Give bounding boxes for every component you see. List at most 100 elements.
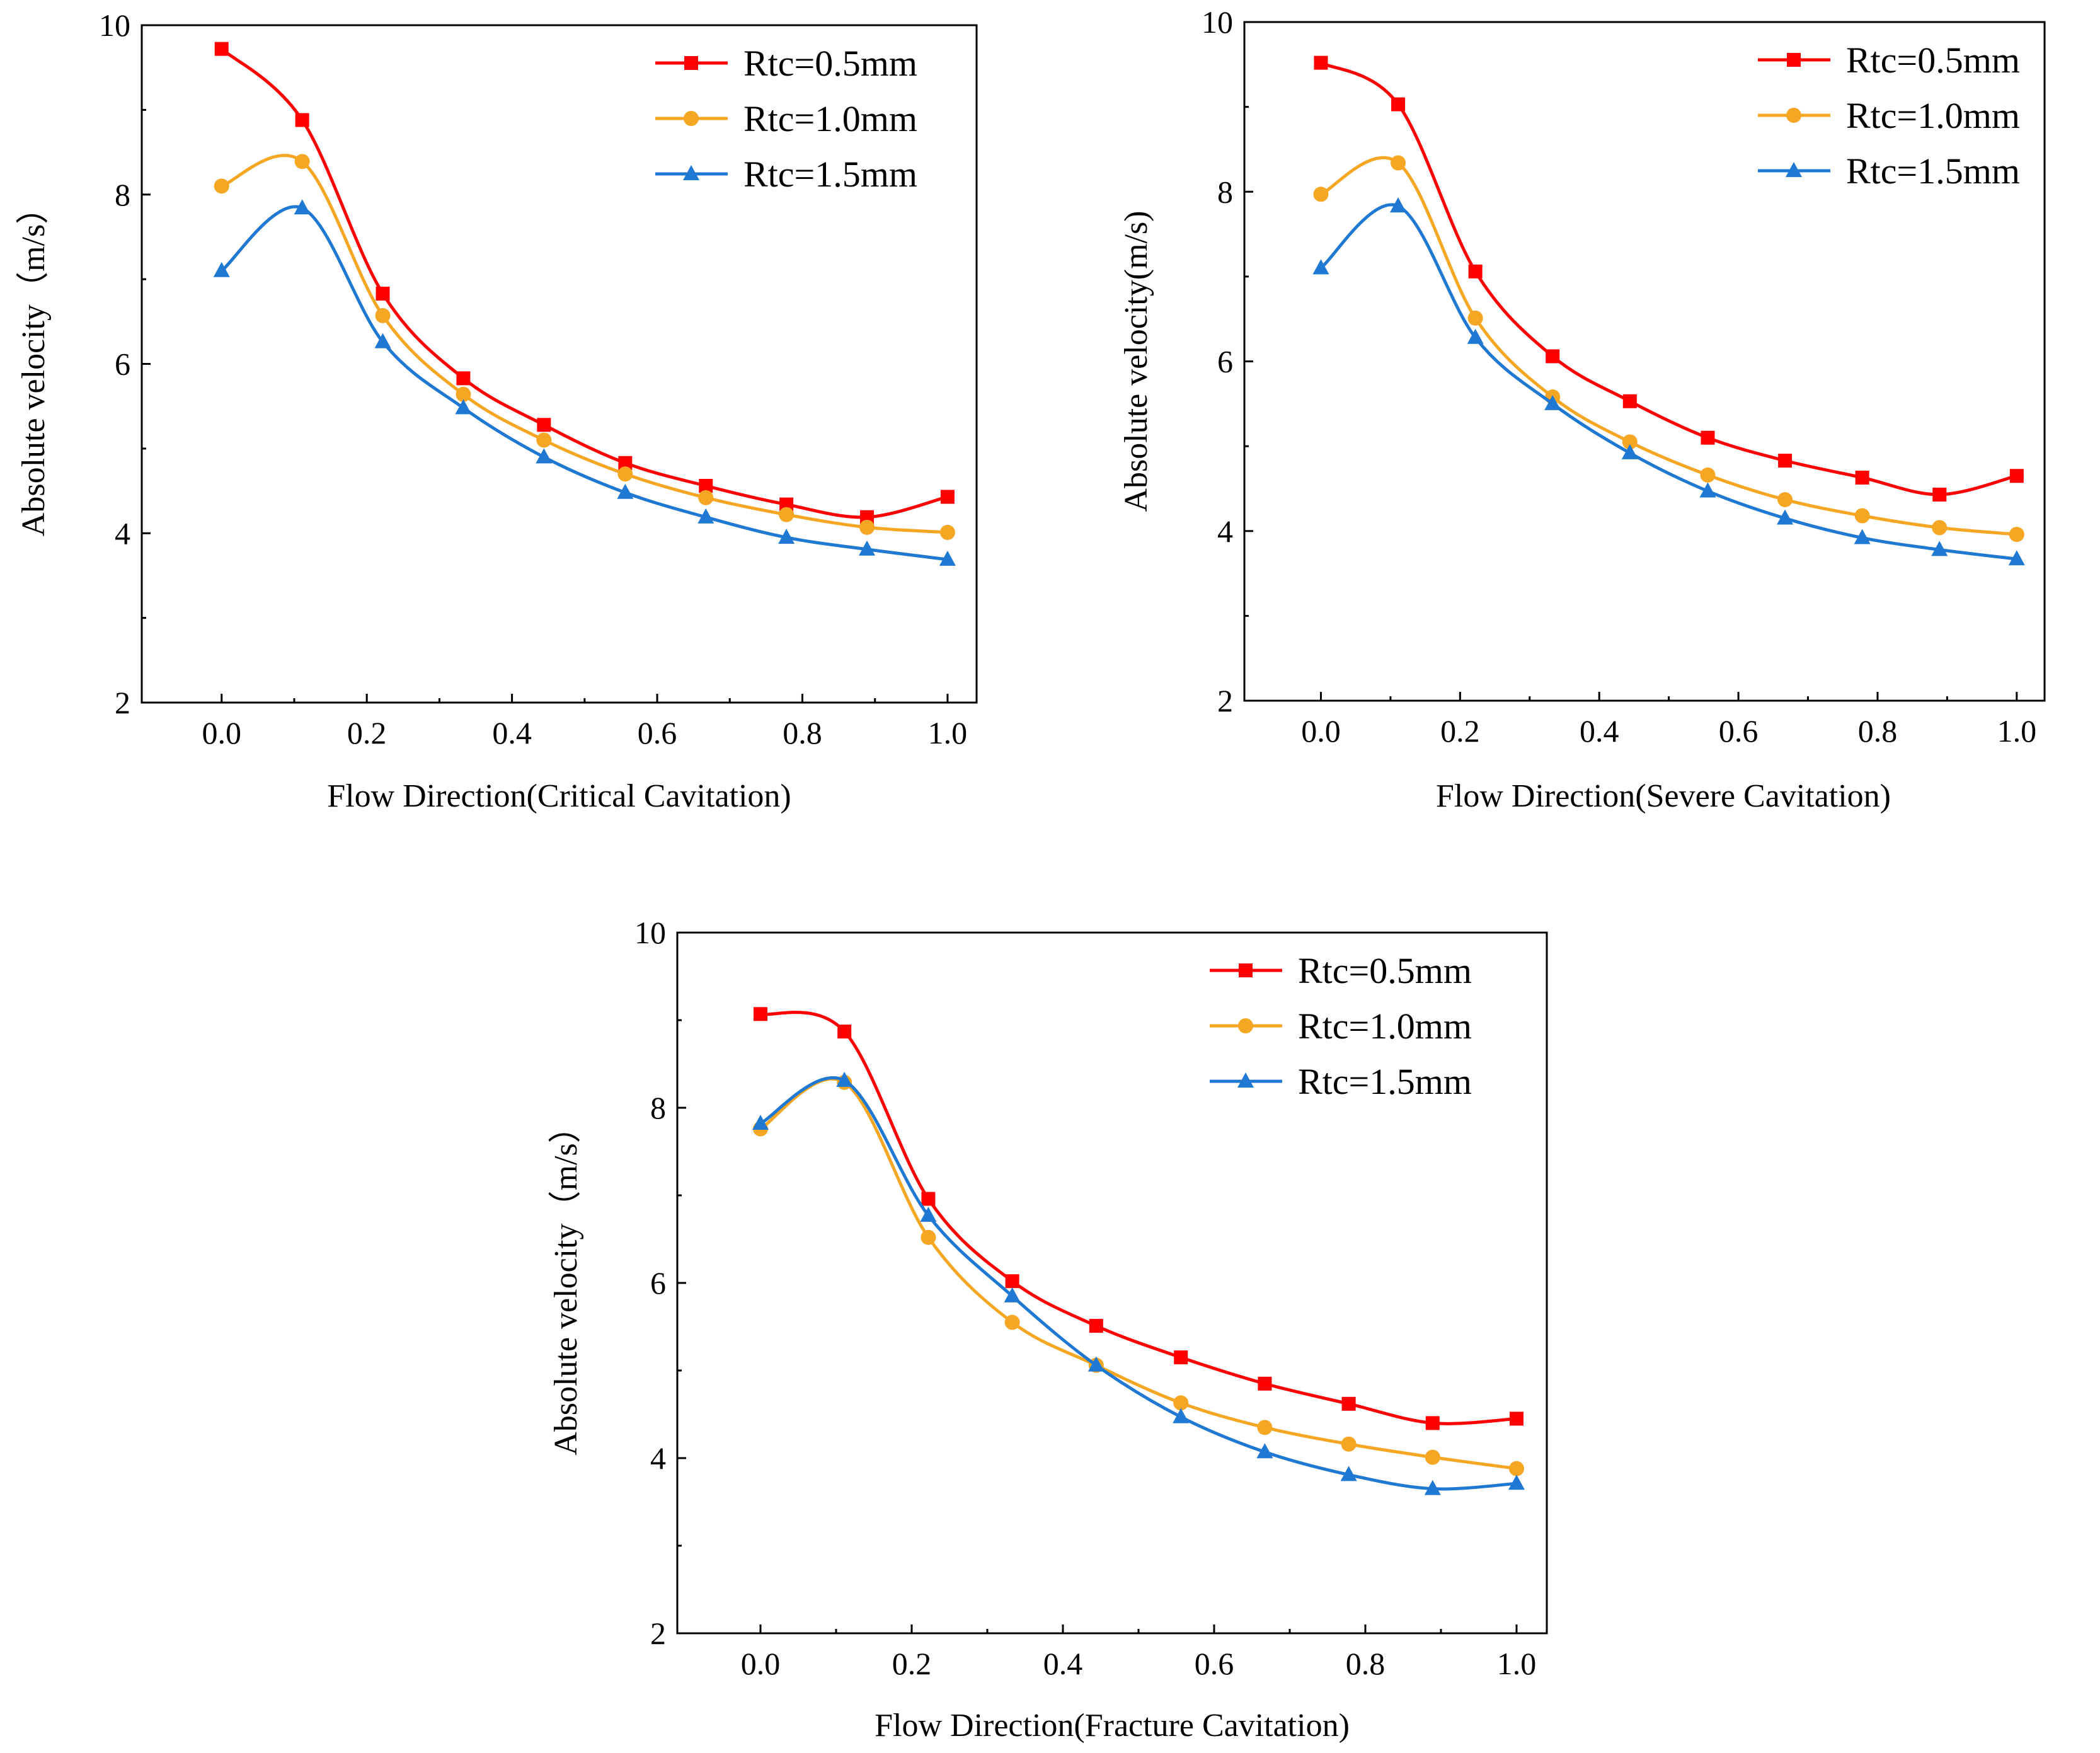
x-tick-label: 0.4 bbox=[1043, 1646, 1083, 1681]
legend-label: Rtc=1.5mm bbox=[1846, 151, 2020, 192]
x-tick-label: 0.4 bbox=[492, 715, 532, 750]
data-point bbox=[2008, 550, 2025, 566]
legend-marker bbox=[1787, 53, 1801, 67]
legend-label: Rtc=1.5mm bbox=[1298, 1061, 1472, 1102]
data-point bbox=[536, 448, 553, 464]
data-point bbox=[1622, 394, 1637, 408]
legend-label: Rtc=0.5mm bbox=[1298, 950, 1472, 991]
legend: Rtc=0.5mm Rtc=1.0mm Rtc=1.5mm bbox=[1758, 40, 2020, 192]
data-point bbox=[1004, 1287, 1021, 1302]
y-tick-label: 10 bbox=[634, 915, 666, 950]
x-tick-label: 0.4 bbox=[1580, 713, 1619, 749]
y-tick-label: 4 bbox=[115, 515, 130, 551]
legend-label: Rtc=0.5mm bbox=[743, 43, 917, 84]
data-point bbox=[294, 154, 310, 170]
series-Rtc=1.5mm bbox=[1312, 197, 2025, 566]
data-point bbox=[374, 333, 391, 348]
data-point bbox=[699, 479, 713, 493]
data-point bbox=[1546, 349, 1560, 364]
data-point bbox=[1932, 520, 1948, 536]
x-tick-label: 0.2 bbox=[892, 1646, 932, 1681]
y-tick-label: 4 bbox=[1217, 514, 1233, 549]
series-line bbox=[1319, 203, 2017, 561]
data-point bbox=[1778, 454, 1793, 468]
y-tick-label: 6 bbox=[1217, 344, 1233, 379]
legend-label: Rtc=1.0mm bbox=[1298, 1006, 1472, 1047]
legend-marker bbox=[1786, 108, 1801, 123]
y-tick-label: 8 bbox=[1217, 174, 1233, 209]
data-point bbox=[1173, 1408, 1190, 1423]
data-point bbox=[1544, 394, 1561, 410]
data-point bbox=[1256, 1443, 1273, 1459]
data-point bbox=[1699, 482, 1716, 498]
data-point bbox=[939, 550, 956, 566]
data-point bbox=[1314, 55, 1328, 70]
series-line bbox=[221, 205, 948, 561]
x-tick-label: 0.8 bbox=[1346, 1646, 1386, 1681]
data-point bbox=[859, 519, 875, 535]
data-point bbox=[1467, 310, 1483, 326]
data-point bbox=[921, 1192, 936, 1206]
chart-critical-cavitation: 0.0 0.2 0.4 0.6 0.8 1.0 2 4 6 8 10 Flow Direction(… bbox=[16, 8, 978, 814]
data-point bbox=[1777, 491, 1793, 507]
data-point bbox=[778, 528, 795, 544]
data-point bbox=[698, 490, 714, 505]
series-Rtc=1.5mm bbox=[213, 199, 956, 566]
data-point bbox=[1425, 1449, 1440, 1465]
data-point bbox=[1621, 444, 1638, 459]
data-point bbox=[2009, 469, 2024, 483]
legend-label: Rtc=1.5mm bbox=[743, 154, 917, 195]
data-point bbox=[1510, 1411, 1523, 1426]
data-point bbox=[1508, 1474, 1525, 1490]
data-point bbox=[214, 178, 229, 194]
data-point bbox=[1005, 1274, 1019, 1289]
data-point bbox=[1313, 187, 1329, 202]
data-point bbox=[920, 1206, 937, 1222]
series-line bbox=[1320, 61, 2017, 497]
y-axis-label: Absolute velocity（m/s） bbox=[548, 1110, 584, 1455]
data-point bbox=[1777, 509, 1794, 525]
series-line bbox=[1320, 156, 2017, 536]
y-tick-label: 8 bbox=[115, 177, 130, 212]
series-line bbox=[760, 1011, 1517, 1425]
series-Rtc=1.0mm bbox=[1313, 155, 2024, 543]
x-tick-label: 1.0 bbox=[928, 715, 968, 750]
y-tick-label: 2 bbox=[1217, 683, 1233, 718]
x-tick-label: 0.6 bbox=[638, 715, 677, 750]
data-point bbox=[456, 386, 471, 402]
data-point bbox=[1340, 1466, 1357, 1481]
data-point bbox=[1341, 1436, 1357, 1452]
data-point bbox=[1701, 430, 1715, 445]
data-point bbox=[2009, 527, 2024, 543]
series-Rtc=0.5mm bbox=[754, 1007, 1523, 1430]
chart-severe-cavitation: 0.0 0.2 0.4 0.6 0.8 1.0 2 4 6 8 10 Flow Direction(… bbox=[1118, 4, 2046, 814]
data-point bbox=[859, 540, 876, 556]
data-point bbox=[921, 1229, 936, 1245]
data-point bbox=[1425, 1416, 1440, 1430]
y-tick-label: 6 bbox=[115, 347, 130, 382]
legend: Rtc=0.5mm Rtc=1.0mm Rtc=1.5mm bbox=[1210, 950, 1472, 1102]
legend-marker bbox=[1238, 1018, 1253, 1033]
series-line bbox=[759, 1076, 1517, 1491]
data-point bbox=[537, 418, 551, 432]
data-point bbox=[1391, 97, 1406, 112]
legend-marker bbox=[1786, 162, 1802, 177]
data-point bbox=[294, 199, 311, 215]
x-tick-label: 0.8 bbox=[783, 715, 822, 750]
data-point bbox=[1004, 1314, 1020, 1330]
series-line bbox=[759, 1077, 1517, 1471]
x-axis-label: Flow Direction(Critical Cavitation) bbox=[327, 778, 791, 814]
data-point bbox=[1258, 1376, 1272, 1391]
x-axis-label: Flow Direction(Fracture Cavitation) bbox=[875, 1708, 1350, 1744]
series-Rtc=1.5mm bbox=[752, 1071, 1525, 1495]
data-point bbox=[779, 507, 795, 522]
data-point bbox=[940, 490, 955, 504]
data-point bbox=[837, 1025, 852, 1039]
data-point bbox=[1173, 1395, 1189, 1411]
data-point bbox=[1312, 259, 1329, 275]
data-point bbox=[1467, 328, 1484, 344]
data-point bbox=[375, 307, 391, 323]
data-point bbox=[214, 42, 229, 56]
data-point bbox=[1391, 155, 1406, 171]
